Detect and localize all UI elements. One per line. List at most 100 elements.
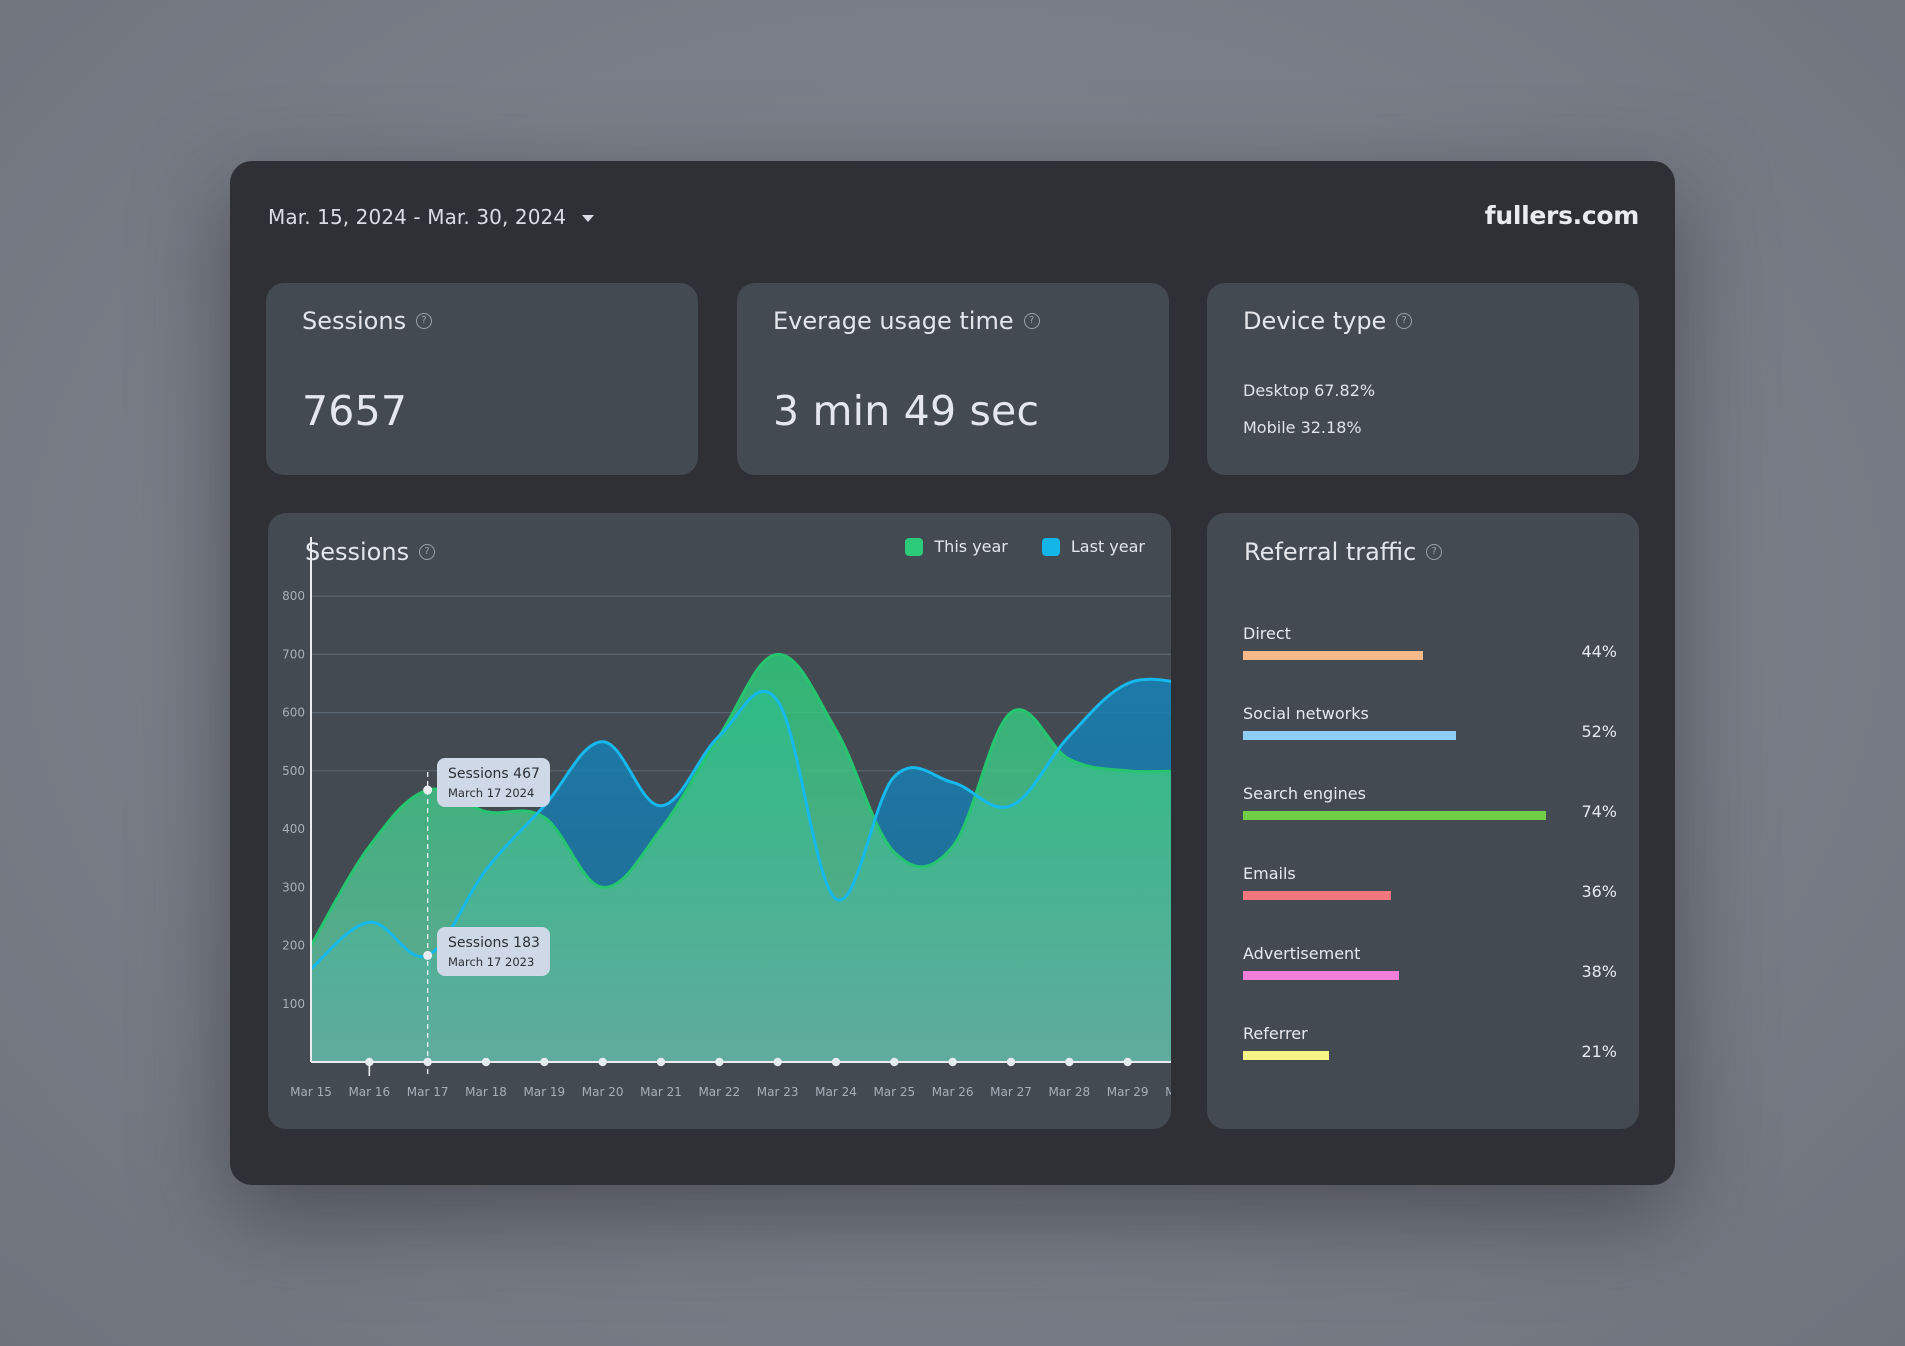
referral-bar — [1243, 1051, 1330, 1060]
y-tick-label: 300 — [282, 880, 305, 894]
sessions-chart-card: Sessions ? This year Last year 100 200 300… — [268, 513, 1171, 1129]
x-axis-point — [1006, 1057, 1016, 1067]
referral-bar — [1243, 811, 1547, 820]
hover-point-this-year — [423, 785, 433, 795]
referral-row: Emails 36% — [1243, 864, 1617, 906]
referral-row: Referrer 21% — [1243, 1024, 1617, 1066]
hover-point-last-year — [423, 950, 433, 960]
x-tick-label: Mar 16 — [348, 1085, 390, 1099]
referral-label: Emails — [1243, 864, 1296, 883]
tooltip-last-year-date: March 17 2023 — [448, 955, 535, 970]
referral-label: Search engines — [1243, 784, 1366, 803]
tooltip-this-year: Sessions 467 March 17 2024 — [437, 758, 550, 808]
x-tick-label: Mar 28 — [1048, 1085, 1090, 1099]
sessions-area-chart: 100 200 300 400 500 600 700 800 Mar 15 Mar 16 Mar … — [282, 537, 1171, 1099]
x-axis-point — [890, 1057, 899, 1067]
x-axis-point — [773, 1057, 782, 1067]
referral-percent: 36% — [1581, 882, 1617, 901]
x-tick-label: Mar 21 — [640, 1085, 682, 1099]
legend-swatch-this-year — [905, 537, 924, 556]
sessions-card: Sessions ? 7657 — [266, 283, 698, 475]
legend-swatch-last-year — [1041, 537, 1060, 556]
usage-time-value: 3 min 49 sec — [773, 387, 1040, 435]
legend-label-this-year: This year — [934, 537, 1008, 556]
device-type-card: Device type ? Desktop 67.82% Mobile 32.1… — [1207, 283, 1639, 475]
x-tick-label: Mar 18 — [465, 1085, 507, 1099]
sessions-card-title-row: Sessions ? — [302, 307, 433, 335]
series-area-this-year — [311, 654, 1171, 1062]
x-tick-label: Mar 26 — [932, 1085, 974, 1099]
help-icon[interactable]: ? — [419, 544, 436, 560]
referral-row: Direct 44% — [1243, 624, 1617, 666]
x-axis-point — [1123, 1057, 1132, 1067]
y-tick-label: 600 — [282, 706, 305, 720]
chart-title: Sessions — [305, 538, 410, 566]
sessions-value: 7657 — [302, 387, 408, 435]
x-axis-point — [656, 1057, 666, 1067]
help-icon[interactable]: ? — [1023, 313, 1040, 329]
y-tick-label: 400 — [282, 822, 305, 836]
y-tick-label: 200 — [282, 939, 305, 953]
referral-percent: 21% — [1581, 1042, 1617, 1061]
usage-card-title-row: Everage usage time ? — [773, 307, 1040, 335]
chevron-down-icon[interactable] — [582, 214, 595, 222]
device-desktop: Desktop 67.82% — [1243, 381, 1376, 400]
x-axis-point — [948, 1057, 957, 1067]
help-icon[interactable]: ? — [416, 313, 433, 329]
x-axis-point — [715, 1057, 724, 1067]
tooltip-this-year-main: Sessions 467 — [448, 766, 540, 783]
help-icon[interactable]: ? — [1426, 544, 1443, 560]
referral-label: Social networks — [1243, 704, 1369, 723]
tooltip-this-year-date: March 17 2024 — [448, 786, 535, 801]
x-tick-label: Mar 22 — [698, 1085, 740, 1099]
help-icon[interactable]: ? — [1396, 313, 1413, 329]
legend-item-last-year[interactable]: Last year — [1041, 537, 1145, 556]
x-tick-label: Mar 20 — [582, 1085, 624, 1099]
x-tick-label: Mar 19 — [523, 1085, 565, 1099]
x-axis-point — [481, 1057, 491, 1067]
legend-item-this-year[interactable]: This year — [905, 537, 1008, 556]
tooltip-last-year: Sessions 183 March 17 2023 — [437, 927, 550, 977]
referral-label: Referrer — [1243, 1024, 1308, 1043]
sessions-card-title: Sessions — [302, 307, 407, 335]
x-tick-label: Mar 27 — [990, 1085, 1032, 1099]
legend-label-last-year: Last year — [1070, 537, 1145, 556]
x-axis-point — [540, 1057, 549, 1067]
referral-traffic-card: Referral traffic ? Direct 44% Social netwo… — [1207, 513, 1639, 1129]
referral-title: Referral traffic — [1244, 538, 1417, 566]
referral-bar — [1243, 731, 1457, 740]
x-tick-label: Mar 15 — [290, 1085, 332, 1099]
referral-row: Social networks 52% — [1243, 704, 1617, 746]
referral-bar — [1243, 891, 1391, 900]
x-tick-label: Mar 29 — [1107, 1085, 1149, 1099]
x-axis-point — [831, 1057, 841, 1067]
device-card-title: Device type — [1243, 307, 1387, 335]
y-tick-label: 500 — [282, 764, 305, 778]
usage-card-title: Everage usage time — [773, 307, 1014, 335]
brand-logo: fullers.com — [1484, 201, 1640, 230]
y-tick-label: 800 — [282, 589, 305, 603]
series-line-last-year — [310, 677, 1171, 970]
x-tick-label: Mar 23 — [757, 1085, 799, 1099]
usage-time-card: Everage usage time ? 3 min 49 sec — [737, 283, 1169, 475]
referral-percent: 74% — [1581, 802, 1617, 821]
referral-percent: 44% — [1581, 642, 1617, 661]
y-tick-label: 700 — [282, 647, 305, 661]
dashboard-panel: Mar. 15, 2024 - Mar. 30, 2024 fullers.co… — [230, 161, 1675, 1185]
referral-bar — [1243, 971, 1399, 980]
date-range-picker[interactable]: Mar. 15, 2024 - Mar. 30, 2024 — [268, 205, 595, 229]
referral-title-row: Referral traffic ? — [1244, 538, 1443, 566]
chart-title-row: Sessions ? — [305, 538, 436, 566]
referral-percent: 52% — [1581, 722, 1617, 741]
tooltip-last-year-main: Sessions 183 — [448, 935, 540, 952]
x-tick-label: Mar 30 — [1165, 1085, 1171, 1099]
referral-bar — [1243, 651, 1424, 660]
x-tick-label: Mar 25 — [873, 1085, 915, 1099]
x-tick-label: Mar 24 — [815, 1085, 857, 1099]
date-range-label: Mar. 15, 2024 - Mar. 30, 2024 — [268, 205, 567, 229]
chart-legend: This year Last year — [905, 537, 1145, 556]
y-tick-label: 100 — [282, 997, 305, 1011]
referral-row: Advertisement 38% — [1243, 944, 1617, 986]
x-axis-point — [598, 1057, 607, 1067]
referral-percent: 38% — [1581, 962, 1617, 981]
